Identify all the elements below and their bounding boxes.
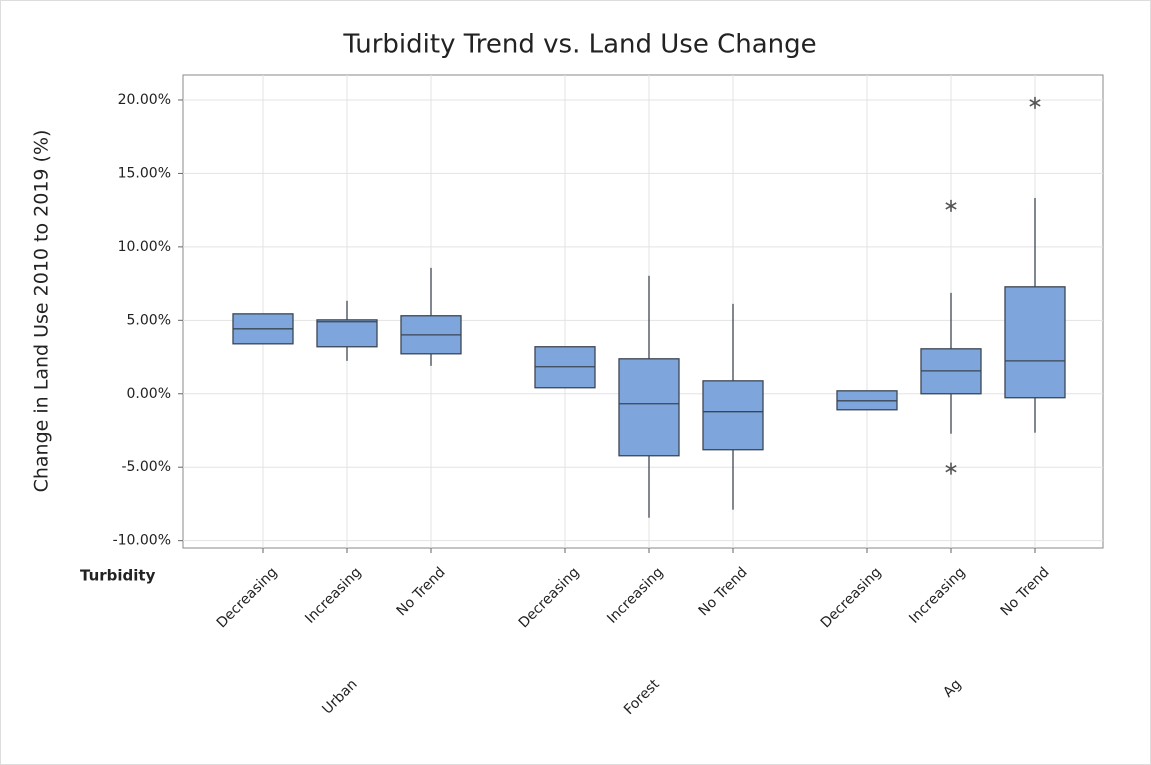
y-tick-label: 5.00% bbox=[127, 312, 171, 328]
plot-area bbox=[182, 74, 1104, 549]
y-tick-label: 15.00% bbox=[118, 165, 171, 181]
y-tick-label: -5.00% bbox=[121, 459, 171, 475]
box bbox=[1004, 286, 1066, 399]
outlier bbox=[1029, 96, 1041, 109]
box bbox=[618, 358, 680, 457]
outlier bbox=[945, 462, 957, 475]
y-tick-label: 10.00% bbox=[118, 239, 171, 255]
y-tick-label: 0.00% bbox=[127, 386, 171, 402]
outlier bbox=[945, 199, 957, 212]
y-tick-label: 20.00% bbox=[118, 92, 171, 108]
x-axis-label: Turbidity bbox=[80, 567, 156, 585]
box bbox=[316, 319, 378, 348]
y-tick-label: -10.00% bbox=[113, 533, 171, 549]
chart-title: Turbidity Trend vs. Land Use Change bbox=[342, 30, 816, 60]
y-axis-label: Change in Land Use 2010 to 2019 (%) bbox=[31, 130, 53, 493]
box bbox=[702, 380, 764, 451]
